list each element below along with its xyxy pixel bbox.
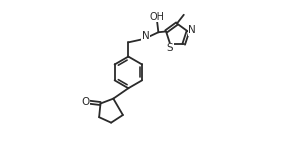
Text: OH: OH [149, 12, 164, 22]
Text: N: N [188, 25, 196, 35]
Text: O: O [81, 97, 89, 107]
Text: S: S [167, 43, 173, 53]
Text: N: N [142, 31, 149, 41]
